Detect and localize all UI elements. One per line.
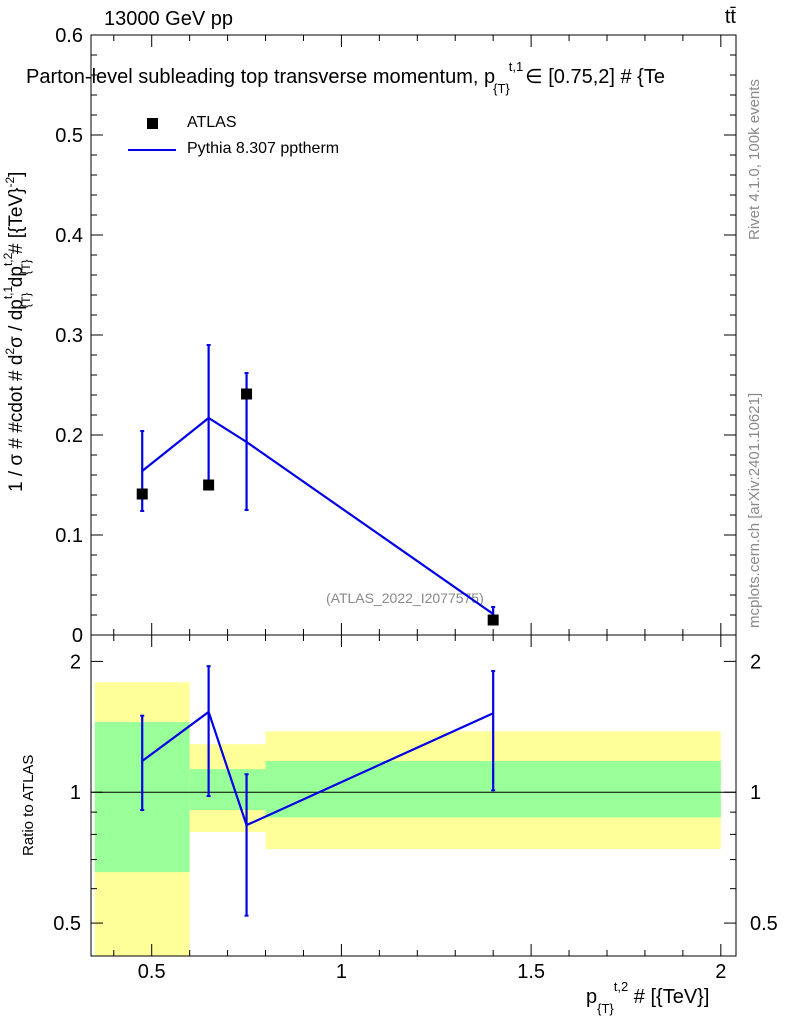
main-ytick-label: 0.5 [55, 125, 83, 147]
pythia-line [141, 416, 494, 615]
xlabel-b: {T} [597, 1001, 614, 1016]
main-ytick-label: 0.3 [55, 325, 83, 347]
title-rest: ∈ [0.75,2] # {Te [525, 66, 665, 88]
ratio-ytick-label: 1 [70, 782, 81, 804]
process-label: tt̄ [724, 6, 736, 28]
legend-pythia-line [128, 149, 176, 151]
ratio-frame: 0.5 1 1.5 2 0.5 0.5 1 1 2 2 [53, 634, 778, 983]
main-plot-frame [90, 34, 737, 636]
atlas-data-point [136, 488, 148, 500]
stat-uncertainty-band [189, 769, 266, 811]
main-series [136, 344, 499, 626]
atlas-data-point [241, 388, 253, 400]
legend-atlas-marker [147, 118, 158, 129]
ratio-ytick-label-right: 1 [750, 782, 761, 804]
ratio-plot-frame [90, 634, 737, 957]
ratio-ytick-label-right: 0.5 [750, 913, 778, 935]
ratio-ytick-label: 2 [70, 651, 81, 673]
main-ytick-label: 0.6 [55, 25, 83, 47]
main-ytick-label: 0.1 [55, 525, 83, 547]
legend-atlas-label: ATLAS [187, 114, 237, 131]
title-sup: t,1 [508, 59, 524, 74]
xlabel-d: # [{TeV}] [628, 986, 710, 1008]
x-tick-label: 2 [715, 961, 726, 983]
main-ytick-label: 0.4 [55, 225, 83, 247]
xlabel-c: t,2 [613, 979, 629, 994]
legend-pythia-label: Pythia 8.307 pptherm [187, 140, 340, 157]
x-tick-label: 0.5 [138, 961, 166, 983]
ratio-series [140, 665, 496, 917]
main-ytick-label: 0.2 [55, 425, 83, 447]
x-tick-label: 1 [336, 961, 347, 983]
ratio-bands [94, 682, 721, 956]
analysis-watermark: (ATLAS_2022_I2077575) [326, 590, 484, 606]
energy-label: 13000 GeV pp [104, 8, 233, 30]
title-sub: {T} [493, 81, 510, 96]
main-ytick-label: 0 [72, 625, 83, 647]
title-main: Parton-level subleading top transverse m… [26, 66, 496, 88]
x-axis-label: p{T} t,2 # [{TeV}] [586, 979, 710, 1016]
pythia-ratio-line [141, 710, 494, 827]
atlas-data-point [203, 479, 215, 491]
main-frame: 0 0.1 0.2 0.3 0.4 0.5 0.6 [55, 25, 737, 647]
atlas-data-point [487, 614, 499, 626]
ratio-ytick-label: 0.5 [53, 913, 81, 935]
ratio-ytick-label-right: 2 [750, 651, 761, 673]
xlabel-a: p [586, 986, 598, 1008]
plot-title: Parton-level subleading top transverse m… [26, 59, 665, 96]
x-tick-label: 1.5 [517, 961, 545, 983]
